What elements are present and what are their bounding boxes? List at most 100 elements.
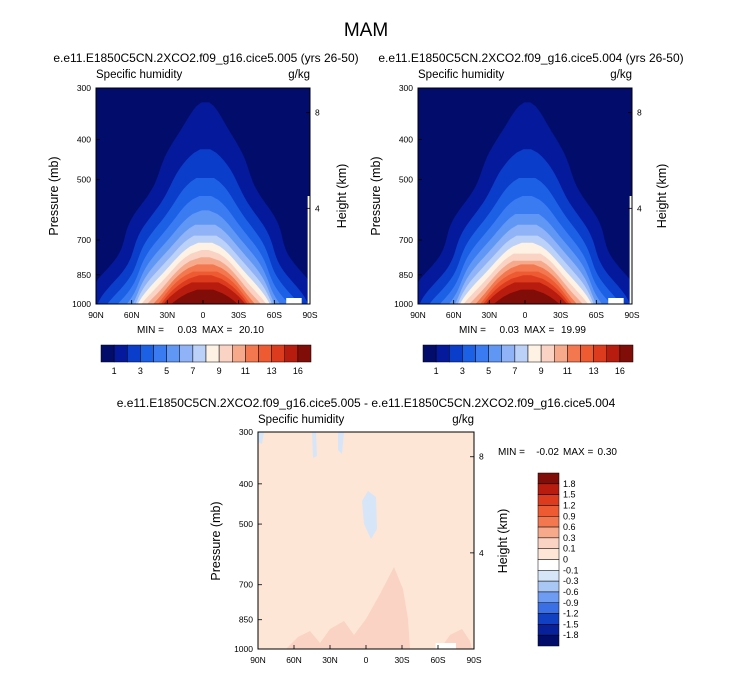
panel-2-x-tick-label: 30N (482, 310, 498, 320)
panel-3-height-tick-label: 8 (479, 452, 484, 462)
panel-1-x-tick-label: 90S (302, 310, 317, 320)
panel-2-y-tick-label: 1000 (394, 299, 413, 309)
panel-1-colorbar-box (140, 344, 154, 363)
panel-1-x-tick-label: 0 (201, 310, 206, 320)
panel-3-x-tick-label: 90S (466, 655, 481, 665)
panel-3-colorbar-box (537, 570, 560, 582)
panel-2-plot-area (418, 88, 632, 304)
panel-2-colorbar-box (593, 344, 607, 363)
panel-1-colorbar-box (192, 344, 207, 363)
panel-2-colorbar-label: 1 (434, 366, 439, 376)
panel-2-colorbar-box (449, 344, 463, 363)
panel-1-max-label: MAX = (202, 325, 232, 336)
panel-3-colorbar-label: 1.8 (563, 479, 576, 489)
panel-3-min-value: -0.02 (536, 447, 559, 458)
panel-2-colorbar-label: 5 (486, 366, 491, 376)
panel-2-x-tick-label: 60N (446, 310, 462, 320)
panel-1-y-tick-label: 300 (77, 83, 91, 93)
panel-2-colorbar-box (606, 344, 621, 363)
panel-2-height-tick-label: 4 (637, 203, 642, 213)
panel-1-colorbar-box (218, 344, 233, 363)
panel-2-colorbar-box (527, 344, 542, 363)
panel-3-x-tick-label: 60S (430, 655, 445, 665)
panel-2-height-tick-label: 8 (637, 108, 642, 118)
panel-3-colorbar-box (537, 613, 560, 625)
panel-3-height-tick-label: 4 (479, 548, 484, 558)
panel-3-colorbar-label: -0.3 (563, 576, 579, 586)
panel-3-negative-region-3 (338, 432, 344, 454)
panel-1-x-tick-label: 30N (160, 310, 176, 320)
panel-2-x-tick-label: 90N (410, 310, 426, 320)
panel-2-colorbar-box (501, 344, 516, 363)
panel-3-negative-region-2 (312, 432, 317, 458)
panel-1-colorbar-box (113, 344, 128, 363)
panel-3-colorbar-box (537, 537, 560, 549)
panel-2-colorbar-label: 11 (563, 366, 572, 376)
panel-1-y-tick-label: 1000 (72, 299, 91, 309)
panel-2-x-tick-label: 60S (589, 310, 604, 320)
panel-1-colorbar-label: 5 (164, 366, 169, 376)
panel-2-colorbar-box (462, 344, 476, 363)
panel-1-y-tick-label: 700 (77, 235, 91, 245)
panel-2-antarctic-mask (608, 298, 624, 304)
panel-2-y-tick-label: 400 (399, 135, 413, 145)
panel-2-colorbar-label: 16 (615, 366, 625, 376)
panel-2-axes: 90N 60N 30N 0 30S 60S 90S 300 400 500 700 850 1000 8 4 (394, 83, 642, 320)
season-title: MAM (344, 20, 388, 41)
panel-3-y-tick-label: 850 (239, 615, 253, 625)
panel-3-colorbar-label: -0.1 (563, 565, 579, 575)
panel-2-x-tick-label: 0 (523, 310, 528, 320)
panel-3-axes: 90N 60N 30N 0 30S 60S 90S 300 400 500 700 850 1000 8 4 (234, 427, 484, 665)
panel-1: e.e11.E1850C5CN.2XCO2.f09_g16.cice5.005 … (47, 51, 359, 376)
panel-1-ylabel: Pressure (mb) (47, 156, 61, 235)
panel-2-y-tick-label: 700 (399, 235, 413, 245)
panel-2-y-tick-label: 300 (399, 83, 413, 93)
panel-1-colorbar-box (258, 344, 272, 363)
panel-2-colorbar-label: 9 (539, 366, 544, 376)
panel-3-y-tick-label: 700 (239, 580, 253, 590)
panel-3-min-label: MIN = (498, 447, 525, 458)
panel-3-colorbar-box (537, 580, 560, 593)
panel-1-variable-label: Specific humidity (96, 69, 183, 81)
panel-1-axes: 90N 60N 30N 0 30S 60S 90S 300 400 500 700 850 1000 8 4 (72, 83, 320, 320)
panel-3-x-tick-label: 0 (364, 655, 369, 665)
panel-3-colorbar-box (537, 505, 560, 517)
panel-1-x-tick-label: 30S (231, 310, 246, 320)
panel-1-colorbar-box (179, 344, 194, 363)
panel-3-colorbar-label: -0.6 (563, 587, 579, 597)
panel-2-max-label: MAX = (524, 325, 554, 336)
panel-2-y-tick-label: 500 (399, 175, 413, 185)
panel-2-colorbar-label: 3 (460, 366, 465, 376)
panel-2-max-value: 19.99 (561, 325, 586, 336)
panel-3-colorbar-box (537, 494, 560, 506)
panel-2-colorbar: 1 3 5 7 9 11 13 16 (422, 344, 634, 376)
panel-1-colorbar-box (284, 344, 299, 363)
panel-1-max-value: 20.10 (239, 325, 264, 336)
panel-3-colorbar-label: 0.9 (563, 511, 576, 521)
panel-1-plot-area (96, 88, 310, 304)
panel-3-colorbar: 1.81.51.20.90.60.30.10-0.1-0.3-0.6-0.9-1… (537, 472, 579, 647)
panel-2-colorbar-box (580, 344, 594, 363)
panel-3-colorbar-label: -1.2 (563, 609, 579, 619)
panel-1-colorbar-label: 3 (138, 366, 143, 376)
panel-3-stats: MIN = -0.02 MAX = 0.30 (498, 447, 617, 458)
panel-1-height-tick-label: 8 (315, 108, 320, 118)
panel-1-antarctic-mask (286, 298, 302, 304)
panel-1-colorbar-box (100, 344, 115, 363)
panel-1-x-tick-label: 60S (267, 310, 282, 320)
panel-2-pole-mask (629, 196, 632, 304)
panel-3-colorbar-box (537, 634, 560, 647)
panel-3-negative-region-1 (362, 491, 377, 539)
panel-3-colorbar-box (537, 624, 560, 636)
panel-3-x-tick-label: 30N (322, 655, 338, 665)
panel-3-colorbar-box (537, 472, 560, 485)
panel-2-colorbar-label: 7 (512, 366, 517, 376)
panel-1-height-tick-label: 4 (315, 203, 320, 213)
panel-3-units-label: g/kg (452, 414, 474, 426)
panel-2-min-label: MIN = (459, 325, 486, 336)
panel-3-antarctic-mask (435, 643, 456, 649)
panel-1-y-tick-label: 500 (77, 175, 91, 185)
panel-3-colorbar-box (537, 483, 560, 495)
panel-2-colorbar-box (540, 344, 555, 363)
